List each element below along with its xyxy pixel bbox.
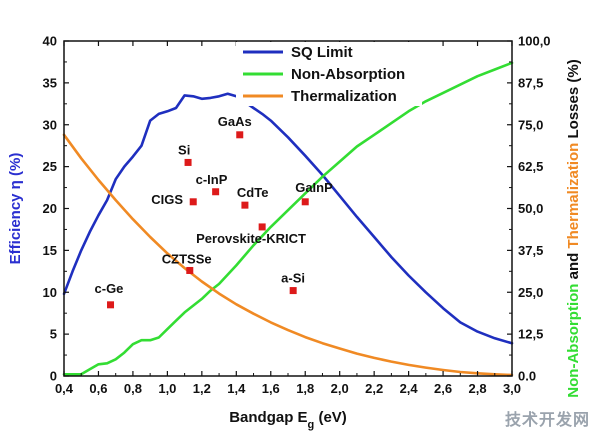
y2-title-part-2: and (565, 249, 582, 284)
data-point-marker (184, 158, 192, 166)
x-tick-labels: 0,4 0,6 0,8 1,0 1,2 1,4 1,6 1,8 2,0 2,2 2,4 2,6 2,8 3… (55, 381, 521, 396)
x-tick-label: 1,4 (227, 381, 246, 396)
data-point-marker (236, 131, 244, 139)
series-line-thermalization (62, 133, 514, 377)
y-tick-labels: 0 5 10 15 20 25 30 35 40 (43, 34, 57, 384)
y2-tick-label: 50,0 (518, 201, 543, 216)
data-point-label: CdTe (237, 185, 269, 200)
y2-tick-label: 100,0 (518, 34, 551, 49)
y-axis-title: Efficiency η (%) (7, 153, 24, 265)
y-tick-label: 25 (43, 159, 57, 174)
data-point-label: GaAs (218, 114, 252, 129)
legend: SQ Limit Non-Absorption Thermalization (236, 42, 422, 106)
x-tick-label: 1,2 (193, 381, 211, 396)
x-axis-title: Bandgap Eg (eV) (229, 409, 347, 431)
data-point-marker (212, 188, 220, 196)
data-points: c-Ge Si GaAs c-InP CIGS CdTe GaInP Perovskite-K… (95, 114, 333, 309)
y2-tick-label: 25,0 (518, 285, 543, 300)
x-tick-label: 0,8 (124, 381, 142, 396)
data-point-label: CIGS (151, 192, 183, 207)
y2-tick-label: 87,5 (518, 75, 543, 90)
y-tick-label: 20 (43, 201, 57, 216)
y-tick-label: 30 (43, 117, 57, 132)
data-point-marker (289, 287, 297, 295)
y2-title-part-4: Losses (%) (565, 59, 582, 142)
data-point-label: a-Si (281, 271, 305, 286)
x-tick-label: 2,4 (400, 381, 419, 396)
y2-tick-labels: 0.0 12,5 25,0 37,5 50,0 62,5 75,0 87,5 100,0 (518, 34, 551, 384)
y-tick-label: 40 (43, 34, 57, 49)
x-tick-label: 0,6 (89, 381, 107, 396)
data-point-marker (301, 198, 309, 206)
x-tick-label: 2,2 (365, 381, 383, 396)
x-tick-label: 2,6 (434, 381, 452, 396)
data-point-marker (258, 223, 266, 231)
y2-tick-label: 75,0 (518, 117, 543, 132)
x-tick-label: 0,4 (55, 381, 74, 396)
x-tick-label: 1,6 (262, 381, 280, 396)
data-point-label: c-Ge (95, 281, 124, 296)
series-line-non-absorption (62, 61, 514, 376)
y-tick-label: 0 (50, 369, 57, 384)
x-tick-label: 3,0 (503, 381, 521, 396)
y-tick-label: 35 (43, 75, 57, 90)
data-point-marker (107, 301, 115, 309)
series-line-sq-limit (62, 92, 514, 345)
y2-tick-label: 37,5 (518, 243, 543, 258)
legend-label-non-absorption: Non-Absorption (291, 66, 405, 83)
data-point-label: Perovskite-KRICT (196, 231, 306, 246)
y-tick-label: 5 (50, 327, 57, 342)
data-point-label: GaInP (295, 180, 333, 195)
data-point-label: Si (178, 142, 190, 157)
y-tick-label: 15 (43, 243, 57, 258)
y2-tick-label: 12,5 (518, 327, 543, 342)
data-point-label: c-InP (196, 172, 228, 187)
watermark-text: 技术开发网 (504, 410, 590, 429)
y2-axis-title: Non-Absorption and Thermalization Losses… (565, 59, 582, 397)
legend-label-sq-limit: SQ Limit (291, 44, 353, 61)
y-tick-label: 10 (43, 285, 57, 300)
series-layer (62, 61, 514, 377)
x-tick-label: 1,0 (158, 381, 176, 396)
data-point-marker (189, 198, 197, 206)
y2-tick-label: 62,5 (518, 159, 543, 174)
y2-title-part-3: Thermalization (565, 143, 582, 249)
legend-label-thermalization: Thermalization (291, 88, 397, 105)
y2-title-part-1: Non-Absorption (565, 284, 582, 398)
data-point-marker (241, 201, 249, 209)
data-point-label: CZTSSe (162, 251, 212, 266)
x-tick-label: 2,8 (468, 381, 486, 396)
x-tick-label: 1,8 (296, 381, 314, 396)
x-tick-label: 2,0 (331, 381, 349, 396)
data-point-marker (186, 266, 194, 274)
y2-tick-label: 0.0 (518, 369, 536, 384)
